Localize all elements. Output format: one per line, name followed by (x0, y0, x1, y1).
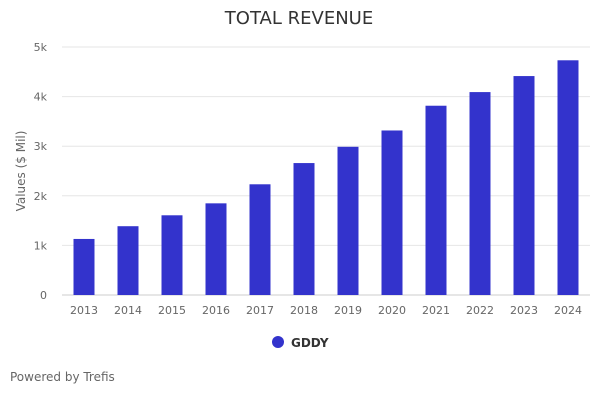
bar-2023[interactable] (513, 76, 535, 295)
bar-2019[interactable] (337, 146, 359, 295)
bars (73, 60, 579, 296)
x-tick-label: 2019 (334, 304, 362, 317)
x-axis-ticks: 2013 2014 2015 2016 2017 2018 2019 2020 2021 2022… (70, 304, 582, 317)
y-axis-title: Values ($ Mil) (14, 131, 28, 212)
y-tick-label: 2k (34, 190, 48, 203)
x-tick-label: 2018 (290, 304, 318, 317)
bar-2013[interactable] (73, 238, 95, 295)
y-tick-label: 4k (34, 91, 48, 104)
bar-2024[interactable] (557, 60, 579, 295)
x-tick-label: 2017 (246, 304, 274, 317)
bar-2022[interactable] (469, 92, 491, 296)
x-tick-label: 2015 (158, 304, 186, 317)
x-tick-label: 2014 (114, 304, 142, 317)
x-tick-label: 2020 (378, 304, 406, 317)
y-tick-label: 0 (40, 289, 47, 302)
x-tick-label: 2021 (422, 304, 450, 317)
x-tick-label: 2023 (510, 304, 538, 317)
bar-2017[interactable] (249, 184, 271, 295)
powered-by-credit[interactable]: Powered by Trefis (10, 370, 115, 384)
bar-2020[interactable] (381, 130, 403, 295)
y-tick-label: 1k (34, 239, 48, 252)
bar-2018[interactable] (293, 163, 315, 295)
x-tick-label: 2013 (70, 304, 98, 317)
legend-marker-gddy (272, 336, 284, 348)
y-tick-label: 3k (34, 140, 48, 153)
bar-2014[interactable] (117, 226, 139, 295)
x-tick-label: 2016 (202, 304, 230, 317)
bar-2015[interactable] (161, 215, 183, 295)
bar-2021[interactable] (425, 105, 447, 295)
chart-title: TOTAL REVENUE (224, 8, 373, 29)
x-tick-label: 2022 (466, 304, 494, 317)
legend-label-gddy: GDDY (291, 336, 329, 350)
x-tick-label: 2024 (554, 304, 582, 317)
y-tick-label: 5k (34, 41, 48, 54)
gridlines (62, 46, 590, 246)
y-axis-ticks: 0 1k 2k 3k 4k 5k (34, 41, 48, 302)
legend[interactable]: GDDY (272, 336, 329, 350)
bar-2016[interactable] (205, 203, 227, 295)
